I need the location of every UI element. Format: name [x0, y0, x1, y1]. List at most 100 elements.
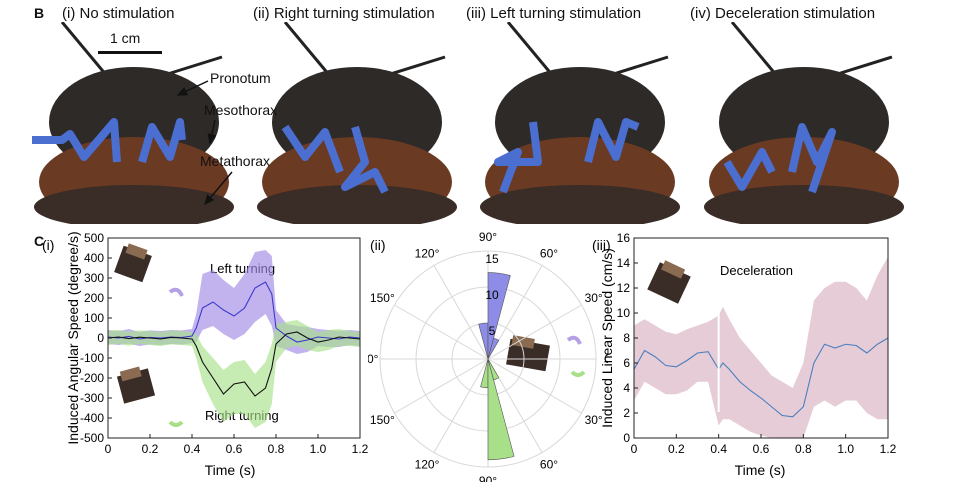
polar-angle-label: 90°: [479, 232, 497, 244]
annotation-arrows: [176, 80, 233, 206]
polar-angle-label: 120°: [415, 458, 440, 472]
y-tick-label: 400: [84, 251, 104, 265]
polar-spoke: [394, 358, 489, 414]
polar-bin-0: [487, 337, 500, 360]
y-tick-label: 6: [623, 356, 630, 370]
polar-spoke: [394, 304, 489, 360]
band-1: [108, 320, 360, 428]
chart-iii-xlabel: Time (s): [735, 462, 786, 478]
y-tick-label: 500: [84, 232, 104, 245]
y-tick-label: 0: [97, 331, 104, 345]
x-tick-label: 0.6: [753, 442, 770, 456]
inset-insect-deceleration: [647, 260, 691, 304]
x-tick-label: 0.8: [268, 442, 285, 456]
x-tick-label: 1.0: [837, 442, 854, 456]
panel-b-title-2: (ii) Right turning stimulation: [253, 5, 435, 22]
series-line-1: [107, 331, 361, 397]
y-tick-label: -100: [80, 351, 104, 365]
y-tick-label: 8: [623, 331, 630, 345]
y-tick-label: -200: [80, 371, 104, 385]
polar-angle-label: 30°: [585, 291, 603, 305]
x-tick-label: 1.0: [310, 442, 327, 456]
x-tick-label: 0.4: [710, 442, 727, 456]
electrode-left: [281, 124, 344, 174]
x-tick-label: 0.8: [795, 442, 812, 456]
polar-histogram: (ii) 5 10 15 90° 60° 30° 0° 30° 60° 90° 120° 150° 18…: [368, 232, 608, 482]
y-tick-label: 300: [84, 271, 104, 285]
polar-angle-label: 60°: [540, 458, 558, 472]
inset-insect-right-turn: [116, 366, 184, 427]
turn-arrow-left-icon: [168, 287, 184, 297]
panel-b-title-1: (i) No stimulation: [62, 5, 175, 22]
y-tick-label: 14: [617, 256, 631, 270]
polar-spoke: [433, 265, 489, 360]
series-line-0: [107, 281, 361, 343]
y-tick-label: -400: [80, 411, 104, 425]
legs-shape: [34, 185, 234, 224]
y-tick-label: 12: [617, 281, 631, 295]
angular-speed-chart: (i) Time (s) Induced Angular Speed (degr…: [42, 232, 369, 478]
x-tick-label: 0.2: [668, 442, 685, 456]
polar-angle-label: 0°: [604, 352, 608, 366]
x-tick-label: 0: [631, 442, 638, 456]
x-tick-label: 0: [105, 442, 112, 456]
polar-radial-label: 10: [485, 288, 499, 302]
legs-shape: [480, 185, 680, 224]
polar-angle-label: 30°: [585, 413, 603, 427]
mesothorax-label: Mesothorax: [204, 102, 278, 118]
scale-bar: [98, 51, 162, 54]
cockroach-photo-no-stimulation: [32, 22, 234, 224]
pronotum-arrow: [176, 80, 209, 96]
x-tick-label: 1.2: [880, 442, 897, 456]
polar-spoke: [433, 358, 489, 453]
panel-b-letter: B: [34, 5, 45, 21]
cockroach-photo-left-turning: [480, 22, 680, 224]
legs-shape: [257, 185, 457, 224]
turn-arrow-up-icon: [566, 335, 582, 345]
polar-angle-label: 150°: [370, 413, 395, 427]
panel-c-letter: C: [34, 233, 45, 249]
chart-iii-ylabel: Induced Linear Speed (cm/s): [599, 248, 615, 428]
x-tick-label: 1.2: [352, 442, 369, 456]
polar-bin-1: [487, 358, 500, 381]
legs-shape: [704, 185, 904, 224]
polar-angle-label: 90°: [479, 474, 497, 482]
mesothorax-arrow: [207, 119, 217, 145]
electrode-left: [723, 148, 776, 191]
polar-spoke: [487, 358, 582, 414]
metathorax-arrow: [204, 171, 233, 206]
y-tick-label: 16: [617, 232, 631, 245]
y-tick-label: -500: [80, 431, 104, 445]
scale-bar-label: 1 cm: [110, 30, 141, 46]
turn-arrow-down-icon: [570, 370, 586, 377]
electrode-right: [138, 118, 186, 164]
x-tick-label: 0.6: [226, 442, 243, 456]
polar-bin-0: [487, 272, 511, 360]
polar-spoke: [487, 304, 582, 360]
y-tick-label: 0: [623, 431, 630, 445]
x-tick-label: 0.4: [184, 442, 201, 456]
electrode-right: [584, 118, 640, 163]
polar-bin-1: [480, 358, 489, 389]
metathorax-label: Metathorax: [200, 153, 271, 169]
linear-speed-chart: (iii) Time (s) Induced Linear Speed (cm/…: [592, 232, 897, 478]
y-tick-label: -300: [80, 391, 104, 405]
electrode-left: [32, 118, 121, 163]
inset-insect-left-turn: [114, 243, 184, 297]
electrode-right: [341, 125, 389, 194]
pronotum-label: Pronotum: [210, 70, 271, 86]
polar-radial-label: 5: [489, 324, 496, 338]
panel-b-title-3: (iii) Left turning stimulation: [466, 5, 642, 22]
y-tick-label: 4: [623, 381, 630, 395]
x-tick-label: 0.2: [142, 442, 159, 456]
chart-i-xlabel: Time (s): [205, 462, 256, 478]
electrode-left: [494, 121, 542, 194]
inset-insect-polar: [506, 335, 586, 377]
chart-i-panel-label: (i): [42, 237, 54, 253]
chart-ii-panel-label: (ii): [370, 237, 386, 253]
chart-iii-annotation: Deceleration: [720, 263, 793, 278]
y-tick-label: 100: [84, 311, 104, 325]
y-tick-label: 200: [84, 291, 104, 305]
cockroach-photo-right-turning: [257, 22, 457, 224]
polar-bin-0: [478, 322, 489, 360]
